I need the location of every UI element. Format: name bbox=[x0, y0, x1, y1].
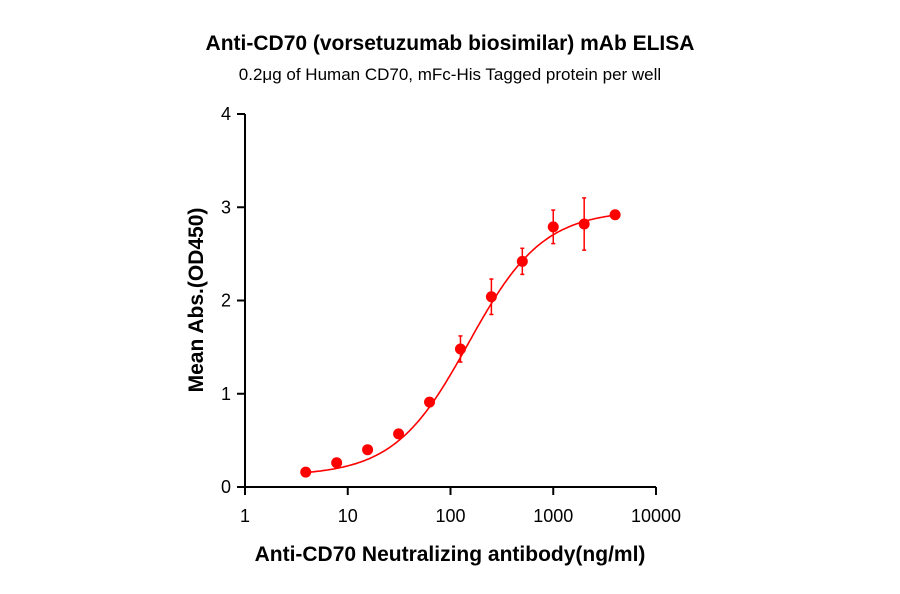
y-tick-label: 0 bbox=[221, 477, 231, 497]
y-tick-label: 3 bbox=[221, 197, 231, 217]
x-tick-label: 10000 bbox=[631, 506, 681, 526]
x-tick-label: 1000 bbox=[533, 506, 573, 526]
x-tick-label: 1 bbox=[240, 506, 250, 526]
data-point bbox=[331, 457, 343, 469]
chart-subtitle: 0.2μg of Human CD70, mFc-His Tagged prot… bbox=[239, 65, 661, 84]
data-point bbox=[393, 428, 405, 440]
x-tick-label: 10 bbox=[338, 506, 358, 526]
y-tick-label: 2 bbox=[221, 291, 231, 311]
chart-title: Anti-CD70 (vorsetuzumab biosimilar) mAb … bbox=[206, 32, 695, 55]
data-point bbox=[516, 255, 528, 267]
data-point bbox=[424, 396, 436, 408]
y-tick-label: 1 bbox=[221, 384, 231, 404]
data-point bbox=[547, 221, 559, 233]
y-tick-label: 4 bbox=[221, 104, 231, 124]
x-axis-label: Anti-CD70 Neutralizing antibody(ng/ml) bbox=[255, 543, 646, 566]
x-tick-label: 100 bbox=[435, 506, 465, 526]
y-axis-label: Mean Abs.(OD450) bbox=[185, 208, 208, 393]
data-point bbox=[362, 444, 374, 456]
data-point bbox=[609, 209, 621, 221]
data-point bbox=[485, 291, 497, 303]
data-point bbox=[578, 218, 590, 230]
data-point bbox=[300, 466, 312, 478]
data-point bbox=[454, 343, 466, 355]
